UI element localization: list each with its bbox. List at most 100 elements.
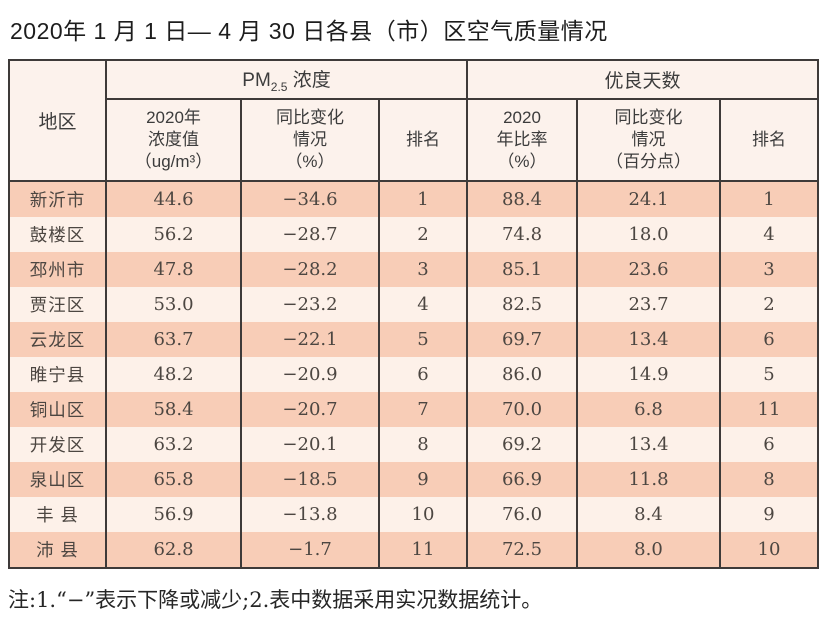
good-rank-cell: 9 [718, 497, 820, 532]
pm-rank-cell: 3 [378, 252, 468, 287]
pm-rank-cell: 4 [378, 287, 468, 322]
table-row: 邳州市 47.8 −28.2 3 85.1 23.6 3 [8, 252, 820, 287]
header-sub-row: 2020年 浓度值 （ug/m³） 同比变化 情况 （%） 排名 2020 年比… [9, 99, 820, 182]
good-change-cell: 13.4 [576, 427, 721, 462]
column-header-good-rate: 2020 年比率 （%） [466, 99, 578, 182]
good-rate-cell: 69.7 [466, 322, 578, 357]
pm-value-cell: 56.9 [105, 497, 242, 532]
pm-value-cell: 63.2 [105, 427, 242, 462]
air-quality-table: 地区 PM2.5 浓度 优良天数 2020年 浓度值 （ug/m³） 同比变化 … [8, 59, 820, 569]
region-cell: 新沂市 [8, 181, 107, 217]
good-change-cell: 23.6 [576, 252, 721, 287]
good-rate-cell: 70.0 [466, 392, 578, 427]
column-header-region: 地区 [8, 60, 107, 182]
pm-change-cell: −20.7 [240, 392, 380, 427]
pm-change-cell: −34.6 [240, 181, 380, 217]
pm-label-subscript: 2.5 [270, 79, 288, 94]
column-header-pm-rank: 排名 [378, 99, 468, 182]
table-row: 贾汪区 53.0 −23.2 4 82.5 23.7 2 [8, 287, 820, 322]
good-rate-cell: 69.2 [466, 427, 578, 462]
good-rank-cell: 8 [718, 462, 820, 497]
good-rate-cell: 86.0 [466, 357, 578, 392]
table-body: 新沂市 44.6 −34.6 1 88.4 24.1 1 鼓楼区 56.2 −2… [8, 181, 820, 568]
good-change-cell: 8.4 [576, 497, 721, 532]
pm-value-cell: 48.2 [105, 357, 242, 392]
region-cell: 开发区 [8, 427, 107, 462]
table-row: 开发区 63.2 −20.1 8 69.2 13.4 6 [8, 427, 820, 462]
region-cell: 丰 县 [8, 497, 107, 532]
pm-change-cell: −20.1 [240, 427, 380, 462]
good-rank-cell: 10 [718, 532, 820, 568]
table-row: 睢宁县 48.2 −20.9 6 86.0 14.9 5 [8, 357, 820, 392]
good-rate-cell: 88.4 [466, 181, 578, 217]
pm-rank-cell: 1 [378, 181, 468, 217]
pm-value-cell: 56.2 [105, 217, 242, 252]
good-change-cell: 18.0 [576, 217, 721, 252]
good-rank-cell: 4 [718, 217, 820, 252]
pm-label-prefix: PM [242, 70, 271, 92]
region-cell: 贾汪区 [8, 287, 107, 322]
good-change-cell: 11.8 [576, 462, 721, 497]
pm-change-cell: −28.7 [240, 217, 380, 252]
table-row: 沛 县 62.8 −1.7 11 72.5 8.0 10 [8, 532, 820, 568]
good-change-cell: 6.8 [576, 392, 721, 427]
good-change-cell: 13.4 [576, 322, 721, 357]
table-row: 铜山区 58.4 −20.7 7 70.0 6.8 11 [8, 392, 820, 427]
good-change-cell: 24.1 [576, 181, 721, 217]
region-cell: 鼓楼区 [8, 217, 107, 252]
pm-value-cell: 63.7 [105, 322, 242, 357]
pm-value-cell: 44.6 [105, 181, 242, 217]
pm-rank-cell: 6 [378, 357, 468, 392]
pm-value-cell: 47.8 [105, 252, 242, 287]
region-cell: 云龙区 [8, 322, 107, 357]
good-rank-cell: 11 [718, 392, 820, 427]
table-header: 地区 PM2.5 浓度 优良天数 2020年 浓度值 （ug/m³） 同比变化 … [8, 60, 820, 182]
pm-change-cell: −23.2 [240, 287, 380, 322]
pm-value-cell: 65.8 [105, 462, 242, 497]
table-row: 新沂市 44.6 −34.6 1 88.4 24.1 1 [8, 181, 820, 217]
table-row: 鼓楼区 56.2 −28.7 2 74.8 18.0 4 [8, 217, 820, 252]
table-row: 云龙区 63.7 −22.1 5 69.7 13.4 6 [8, 322, 820, 357]
good-rank-cell: 2 [718, 287, 820, 322]
pm-label-suffix: 浓度 [287, 70, 331, 92]
pm-rank-cell: 2 [378, 217, 468, 252]
good-rate-cell: 74.8 [466, 217, 578, 252]
good-rate-cell: 82.5 [466, 287, 578, 322]
pm-rank-cell: 11 [378, 532, 468, 568]
pm-value-cell: 58.4 [105, 392, 242, 427]
pm-change-cell: −22.1 [240, 322, 380, 357]
pm-change-cell: −20.9 [240, 357, 380, 392]
good-rank-cell: 6 [718, 322, 820, 357]
good-change-cell: 8.0 [576, 532, 721, 568]
good-rank-cell: 6 [718, 427, 820, 462]
good-rank-cell: 3 [718, 252, 820, 287]
column-header-pm-value: 2020年 浓度值 （ug/m³） [105, 99, 242, 182]
pm-rank-cell: 7 [378, 392, 468, 427]
region-cell: 泉山区 [8, 462, 107, 497]
pm-rank-cell: 8 [378, 427, 468, 462]
column-header-good-rank: 排名 [718, 99, 820, 182]
good-rate-cell: 85.1 [466, 252, 578, 287]
column-header-pm-change: 同比变化 情况 （%） [240, 99, 380, 182]
pm-rank-cell: 5 [378, 322, 468, 357]
pm-change-cell: −18.5 [240, 462, 380, 497]
good-change-cell: 23.7 [576, 287, 721, 322]
good-rank-cell: 1 [718, 181, 820, 217]
good-rate-cell: 76.0 [466, 497, 578, 532]
good-change-cell: 14.9 [576, 357, 721, 392]
region-cell: 睢宁县 [8, 357, 107, 392]
pm-value-cell: 62.8 [105, 532, 242, 568]
region-cell: 沛 县 [8, 532, 107, 568]
column-group-good-days: 优良天数 [465, 60, 820, 100]
pm-change-cell: −13.8 [240, 497, 380, 532]
column-group-pm25: PM2.5 浓度 [105, 60, 468, 100]
pm-change-cell: −1.7 [240, 532, 380, 568]
column-header-good-change: 同比变化 情况 （百分点） [576, 99, 721, 182]
page-title: 2020年 1 月 1 日— 4 月 30 日各县（市）区空气质量情况 [10, 18, 608, 44]
good-rank-cell: 5 [718, 357, 820, 392]
region-cell: 铜山区 [8, 392, 107, 427]
header-group-row: 地区 PM2.5 浓度 优良天数 [8, 60, 820, 182]
pm-rank-cell: 10 [378, 497, 468, 532]
region-cell: 邳州市 [8, 252, 107, 287]
